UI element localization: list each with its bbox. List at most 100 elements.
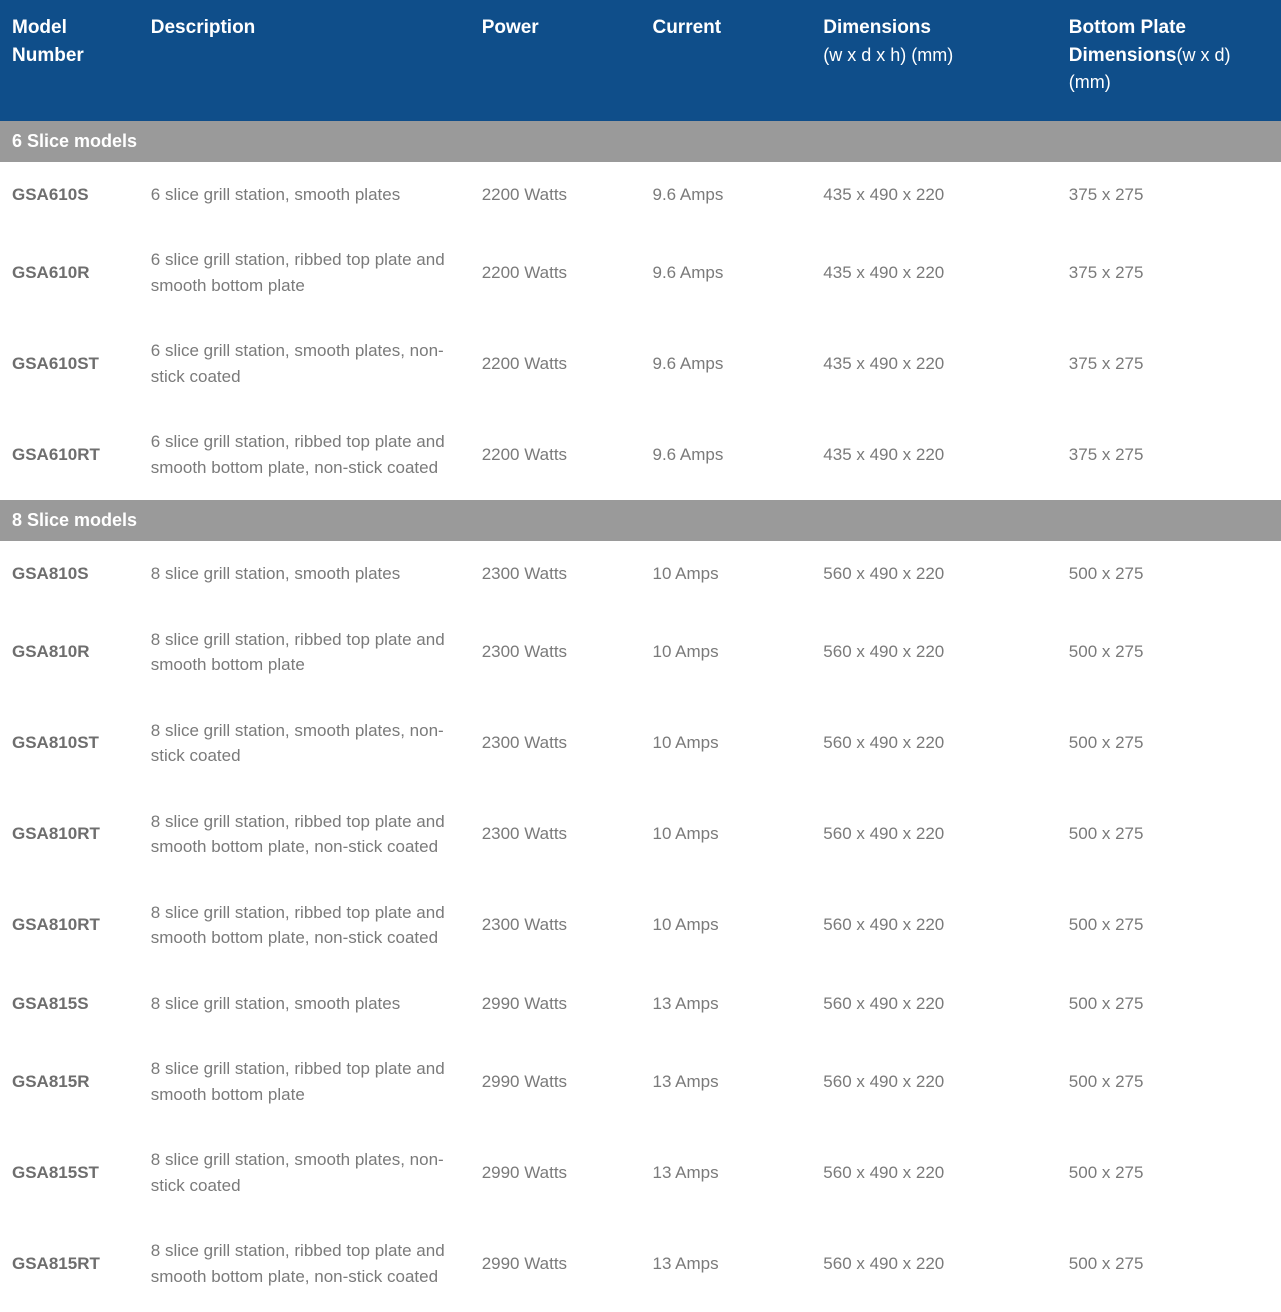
cell-model: GSA610S — [0, 162, 139, 228]
cell-power: 2200 Watts — [470, 162, 641, 228]
cell-bottom-plate: 375 x 275 — [1057, 227, 1281, 318]
cell-description: 8 slice grill station, smooth plates, no… — [139, 698, 470, 789]
cell-description: 8 slice grill station, ribbed top plate … — [139, 1218, 470, 1309]
cell-dimensions: 560 x 490 x 220 — [811, 1127, 1057, 1218]
cell-bottom-plate: 375 x 275 — [1057, 318, 1281, 409]
cell-description: 6 slice grill station, smooth plates, no… — [139, 318, 470, 409]
section-title: 6 Slice models — [0, 121, 1281, 162]
cell-model: GSA810ST — [0, 698, 139, 789]
table-row: GSA610ST6 slice grill station, smooth pl… — [0, 318, 1281, 409]
col-current: Current — [640, 0, 811, 121]
table-row: GSA815RT8 slice grill station, ribbed to… — [0, 1218, 1281, 1309]
cell-model: GSA810RT — [0, 880, 139, 971]
cell-bottom-plate: 500 x 275 — [1057, 1127, 1281, 1218]
cell-dimensions: 560 x 490 x 220 — [811, 880, 1057, 971]
table-row: GSA610S6 slice grill station, smooth pla… — [0, 162, 1281, 228]
cell-model: GSA810R — [0, 607, 139, 698]
table-body: 6 Slice modelsGSA610S6 slice grill stati… — [0, 121, 1281, 1310]
cell-dimensions: 435 x 490 x 220 — [811, 318, 1057, 409]
cell-description: 6 slice grill station, smooth plates — [139, 162, 470, 228]
cell-power: 2300 Watts — [470, 698, 641, 789]
cell-description: 6 slice grill station, ribbed top plate … — [139, 227, 470, 318]
cell-model: GSA815R — [0, 1036, 139, 1127]
cell-dimensions: 560 x 490 x 220 — [811, 1036, 1057, 1127]
cell-dimensions: 435 x 490 x 220 — [811, 409, 1057, 500]
cell-current: 10 Amps — [640, 880, 811, 971]
cell-current: 13 Amps — [640, 1127, 811, 1218]
cell-power: 2200 Watts — [470, 409, 641, 500]
table-row: GSA810ST8 slice grill station, smooth pl… — [0, 698, 1281, 789]
cell-power: 2990 Watts — [470, 1036, 641, 1127]
table-row: GSA810RT8 slice grill station, ribbed to… — [0, 880, 1281, 971]
cell-description: 8 slice grill station, smooth plates — [139, 541, 470, 607]
cell-current: 9.6 Amps — [640, 409, 811, 500]
cell-bottom-plate: 500 x 275 — [1057, 607, 1281, 698]
cell-model: GSA610ST — [0, 318, 139, 409]
cell-model: GSA610RT — [0, 409, 139, 500]
cell-bottom-plate: 500 x 275 — [1057, 880, 1281, 971]
col-bottom: Bottom Plate Dimensions(w x d) (mm) — [1057, 0, 1281, 121]
cell-current: 10 Amps — [640, 698, 811, 789]
cell-dimensions: 560 x 490 x 220 — [811, 541, 1057, 607]
table-row: GSA810RT8 slice grill station, ribbed to… — [0, 789, 1281, 880]
cell-dimensions: 560 x 490 x 220 — [811, 789, 1057, 880]
cell-dimensions: 560 x 490 x 220 — [811, 607, 1057, 698]
cell-current: 10 Amps — [640, 789, 811, 880]
col-power: Power — [470, 0, 641, 121]
cell-current: 9.6 Amps — [640, 162, 811, 228]
cell-model: GSA810S — [0, 541, 139, 607]
cell-model: GSA815ST — [0, 1127, 139, 1218]
table-row: GSA815R8 slice grill station, ribbed top… — [0, 1036, 1281, 1127]
cell-power: 2200 Watts — [470, 318, 641, 409]
cell-bottom-plate: 500 x 275 — [1057, 541, 1281, 607]
cell-description: 8 slice grill station, smooth plates, no… — [139, 1127, 470, 1218]
cell-model: GSA610R — [0, 227, 139, 318]
cell-current: 9.6 Amps — [640, 227, 811, 318]
cell-current: 10 Amps — [640, 541, 811, 607]
cell-bottom-plate: 500 x 275 — [1057, 971, 1281, 1037]
spec-table: Model Number Description Power Current D… — [0, 0, 1281, 1309]
cell-dimensions: 560 x 490 x 220 — [811, 1218, 1057, 1309]
cell-bottom-plate: 375 x 275 — [1057, 162, 1281, 228]
cell-model: GSA815S — [0, 971, 139, 1037]
cell-dimensions: 560 x 490 x 220 — [811, 971, 1057, 1037]
cell-bottom-plate: 500 x 275 — [1057, 1218, 1281, 1309]
col-dim: Dimensions(w x d x h) (mm) — [811, 0, 1057, 121]
cell-power: 2990 Watts — [470, 1218, 641, 1309]
table-row: GSA815S8 slice grill station, smooth pla… — [0, 971, 1281, 1037]
table-row: GSA810R8 slice grill station, ribbed top… — [0, 607, 1281, 698]
cell-power: 2200 Watts — [470, 227, 641, 318]
cell-power: 2990 Watts — [470, 971, 641, 1037]
cell-description: 8 slice grill station, ribbed top plate … — [139, 607, 470, 698]
cell-description: 8 slice grill station, ribbed top plate … — [139, 789, 470, 880]
cell-current: 13 Amps — [640, 971, 811, 1037]
table-row: GSA610R6 slice grill station, ribbed top… — [0, 227, 1281, 318]
cell-power: 2300 Watts — [470, 607, 641, 698]
cell-bottom-plate: 500 x 275 — [1057, 698, 1281, 789]
section-header: 6 Slice models — [0, 121, 1281, 162]
section-header: 8 Slice models — [0, 500, 1281, 541]
cell-model: GSA815RT — [0, 1218, 139, 1309]
col-model: Model Number — [0, 0, 139, 121]
cell-power: 2300 Watts — [470, 789, 641, 880]
cell-bottom-plate: 375 x 275 — [1057, 409, 1281, 500]
cell-bottom-plate: 500 x 275 — [1057, 789, 1281, 880]
cell-power: 2300 Watts — [470, 880, 641, 971]
cell-power: 2990 Watts — [470, 1127, 641, 1218]
cell-description: 8 slice grill station, smooth plates — [139, 971, 470, 1037]
cell-model: GSA810RT — [0, 789, 139, 880]
cell-current: 9.6 Amps — [640, 318, 811, 409]
cell-description: 8 slice grill station, ribbed top plate … — [139, 1036, 470, 1127]
cell-power: 2300 Watts — [470, 541, 641, 607]
section-title: 8 Slice models — [0, 500, 1281, 541]
col-desc: Description — [139, 0, 470, 121]
cell-dimensions: 560 x 490 x 220 — [811, 698, 1057, 789]
cell-current: 10 Amps — [640, 607, 811, 698]
cell-bottom-plate: 500 x 275 — [1057, 1036, 1281, 1127]
cell-current: 13 Amps — [640, 1218, 811, 1309]
cell-description: 8 slice grill station, ribbed top plate … — [139, 880, 470, 971]
table-header-row: Model Number Description Power Current D… — [0, 0, 1281, 121]
table-row: GSA815ST8 slice grill station, smooth pl… — [0, 1127, 1281, 1218]
table-row: GSA610RT6 slice grill station, ribbed to… — [0, 409, 1281, 500]
table-row: GSA810S8 slice grill station, smooth pla… — [0, 541, 1281, 607]
